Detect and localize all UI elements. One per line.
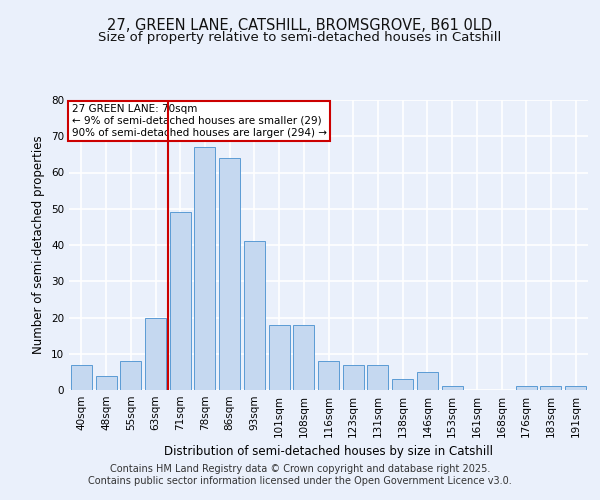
Bar <box>120 361 141 390</box>
Bar <box>269 325 290 390</box>
Bar <box>145 318 166 390</box>
X-axis label: Distribution of semi-detached houses by size in Catshill: Distribution of semi-detached houses by … <box>164 446 493 458</box>
Bar <box>367 364 388 390</box>
Text: 27, GREEN LANE, CATSHILL, BROMSGROVE, B61 0LD: 27, GREEN LANE, CATSHILL, BROMSGROVE, B6… <box>107 18 493 32</box>
Text: Contains public sector information licensed under the Open Government Licence v3: Contains public sector information licen… <box>88 476 512 486</box>
Bar <box>194 147 215 390</box>
Y-axis label: Number of semi-detached properties: Number of semi-detached properties <box>32 136 46 354</box>
Bar <box>541 386 562 390</box>
Text: Size of property relative to semi-detached houses in Catshill: Size of property relative to semi-detach… <box>98 31 502 44</box>
Bar <box>318 361 339 390</box>
Bar <box>71 364 92 390</box>
Bar <box>95 376 116 390</box>
Bar <box>565 386 586 390</box>
Bar <box>442 386 463 390</box>
Bar <box>293 325 314 390</box>
Text: 27 GREEN LANE: 70sqm
← 9% of semi-detached houses are smaller (29)
90% of semi-d: 27 GREEN LANE: 70sqm ← 9% of semi-detach… <box>71 104 326 138</box>
Bar <box>392 379 413 390</box>
Bar <box>244 242 265 390</box>
Bar <box>417 372 438 390</box>
Bar <box>516 386 537 390</box>
Bar <box>170 212 191 390</box>
Text: Contains HM Land Registry data © Crown copyright and database right 2025.: Contains HM Land Registry data © Crown c… <box>110 464 490 474</box>
Bar <box>219 158 240 390</box>
Bar <box>343 364 364 390</box>
